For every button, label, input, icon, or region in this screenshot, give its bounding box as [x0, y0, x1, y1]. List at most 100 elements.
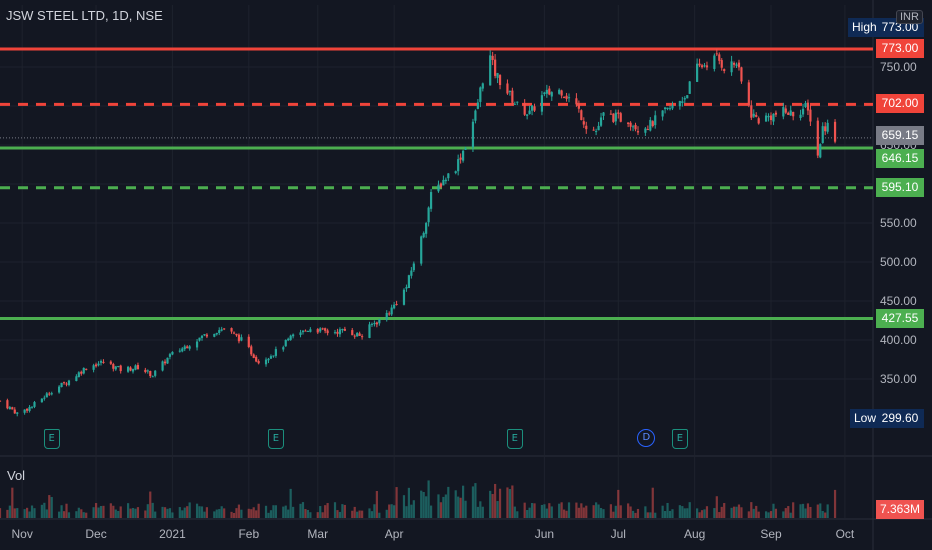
volume-bar — [353, 506, 356, 518]
volume-bar — [134, 508, 137, 518]
candle-body — [723, 69, 726, 71]
volume-bar — [33, 508, 36, 518]
candle-body — [801, 108, 805, 115]
candle-body — [523, 103, 526, 115]
candle-body — [464, 148, 467, 150]
earnings-marker-icon[interactable]: E — [671, 429, 688, 449]
volume-bar — [48, 495, 51, 518]
volume-bar — [186, 506, 189, 518]
volume-pane-label[interactable]: Vol — [7, 468, 26, 483]
volume-bar — [264, 505, 268, 518]
candle-body — [506, 83, 509, 94]
volume-bar — [410, 504, 413, 518]
volume-bar — [181, 510, 184, 518]
candle-body — [292, 334, 295, 337]
candle-body — [341, 328, 344, 331]
candle-body — [30, 406, 34, 408]
volume-bar — [75, 511, 78, 518]
volume-bar — [154, 511, 157, 518]
volume-bar — [580, 503, 583, 518]
volume-bar — [619, 505, 622, 518]
candle-body — [393, 304, 396, 309]
volume-bar — [799, 504, 802, 518]
candle-body — [562, 96, 566, 98]
volume-bar — [272, 505, 275, 518]
volume-bar — [548, 503, 551, 518]
volume-bar — [767, 512, 770, 518]
candle-body — [705, 65, 709, 68]
candle-body — [833, 121, 837, 142]
candle-body — [619, 113, 622, 122]
candle-body — [580, 110, 583, 121]
volume-bar — [188, 502, 191, 518]
candle-body — [543, 92, 546, 95]
volume-bar — [333, 502, 337, 518]
volume-bar — [705, 506, 709, 518]
volume-bar — [247, 508, 250, 518]
volume-bar — [602, 509, 605, 518]
volume-bar — [338, 511, 342, 518]
volume-bar — [114, 509, 117, 518]
candle-body — [654, 115, 657, 126]
candle-body — [627, 122, 630, 124]
candle-body — [528, 110, 531, 115]
candle-body — [119, 365, 122, 372]
candle-body — [764, 115, 768, 122]
candle-body — [457, 159, 460, 172]
volume-bar — [471, 486, 475, 518]
volume-bar — [250, 509, 253, 518]
volume-bar — [316, 512, 319, 518]
candle-body — [58, 386, 61, 393]
volume-bar — [651, 487, 654, 518]
candle-body — [269, 356, 273, 359]
candle-body — [713, 55, 716, 69]
x-tick-label: Oct — [836, 527, 855, 541]
candle-body — [0, 400, 2, 402]
candle-body — [422, 232, 425, 238]
earnings-marker-icon[interactable]: E — [43, 429, 60, 449]
volume-bar — [166, 508, 169, 518]
dividend-marker-icon[interactable]: D — [637, 429, 656, 447]
candle-body — [412, 263, 415, 271]
candle-body — [218, 330, 221, 333]
symbol-title[interactable]: JSW STEEL LTD, 1D, NSE — [6, 8, 163, 23]
candle-body — [454, 171, 457, 174]
volume-bar — [163, 507, 167, 518]
volume-bar — [171, 512, 174, 518]
candle-body — [6, 400, 9, 409]
volume-bar — [326, 503, 329, 518]
candle-body — [508, 90, 511, 92]
candle-body — [735, 64, 738, 66]
earnings-marker-icon[interactable]: E — [267, 429, 284, 449]
volume-bar — [99, 506, 103, 518]
volume-bar — [491, 494, 494, 518]
volume-bar — [661, 505, 664, 518]
volume-bar — [223, 508, 226, 518]
candle-body — [668, 108, 672, 110]
candle-body — [309, 329, 312, 332]
volume-bar — [151, 502, 154, 518]
candle-body — [609, 113, 612, 115]
candle-body — [75, 376, 78, 381]
candle-body — [548, 88, 551, 95]
candle-body — [114, 366, 117, 370]
candle-body — [390, 307, 393, 315]
volume-bar — [341, 504, 344, 518]
candle-body — [577, 104, 580, 109]
candle-body — [60, 382, 63, 388]
volume-bar — [102, 505, 105, 518]
volume-bar — [696, 508, 699, 518]
volume-bar — [526, 509, 529, 518]
last-volume-tag: 7.363M — [876, 500, 924, 519]
volume-bar — [178, 507, 181, 518]
volume-bar — [513, 506, 516, 518]
volume-bar — [109, 503, 112, 518]
candle-body — [62, 382, 66, 384]
candle-body — [45, 393, 48, 398]
currency-badge[interactable]: INR — [896, 10, 923, 24]
candle-body — [565, 95, 568, 99]
volume-bar — [437, 494, 440, 518]
earnings-marker-icon[interactable]: E — [506, 429, 523, 449]
last-price-tag: 659.15 — [876, 126, 924, 145]
